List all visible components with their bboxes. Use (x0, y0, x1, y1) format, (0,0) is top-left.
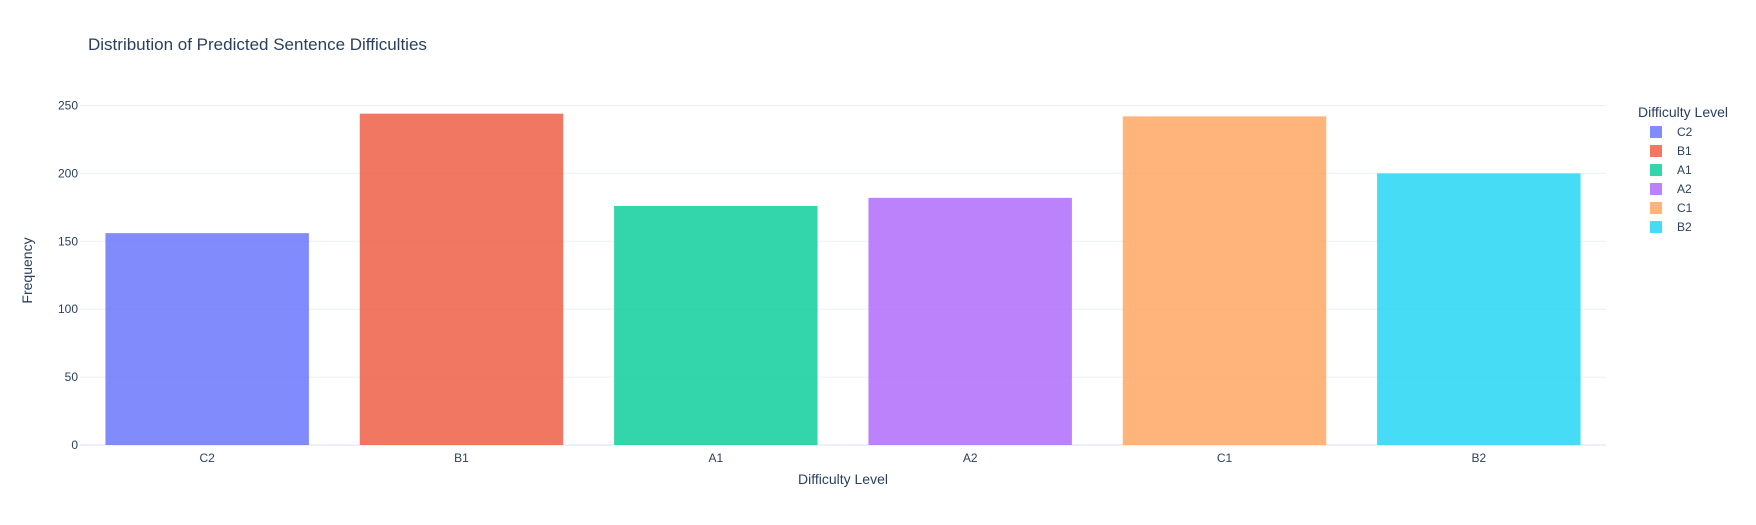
bar-a1[interactable] (614, 205, 818, 445)
x-tick-label: A1 (708, 451, 723, 465)
y-tick-label: 200 (58, 166, 78, 180)
legend-item-b1[interactable]: B1 (1677, 144, 1692, 158)
legend-title: Difficulty Level (1638, 104, 1728, 120)
bar-c1[interactable] (1122, 116, 1327, 445)
legend-swatch (1650, 221, 1662, 233)
bar-c2[interactable] (105, 233, 309, 445)
x-tick-label: C2 (199, 451, 215, 465)
legend-item-a1[interactable]: A1 (1677, 163, 1692, 177)
legend-swatch (1650, 183, 1662, 195)
y-tick-label: 250 (58, 99, 78, 113)
bar-b1[interactable] (359, 113, 564, 446)
bars-group (105, 113, 1581, 446)
y-axis-ticks: 0 50 100 150 200 250 (58, 99, 78, 452)
legend-swatch (1650, 164, 1662, 176)
legend-swatch (1650, 145, 1662, 157)
y-gridlines (80, 105, 1606, 446)
x-tick-label: A2 (963, 451, 978, 465)
y-axis-title: Frequency (19, 237, 35, 303)
x-tick-label: C1 (1217, 451, 1233, 465)
legend-item-c1[interactable]: C1 (1677, 201, 1693, 215)
legend-item-b2[interactable]: B2 (1677, 220, 1692, 234)
x-axis-ticks: C2 B1 A1 A2 C1 B2 (199, 451, 1486, 465)
legend-item-c2[interactable]: C2 (1677, 125, 1693, 139)
bar-a2[interactable] (868, 197, 1072, 445)
legend-item-a2[interactable]: A2 (1677, 182, 1692, 196)
y-tick-label: 0 (71, 438, 78, 452)
chart-title: Distribution of Predicted Sentence Diffi… (88, 35, 427, 54)
bar-b2[interactable] (1377, 173, 1581, 445)
legend: Difficulty Level C2 B1 A1 A2 C1 B2 (1638, 104, 1728, 234)
legend-swatch (1650, 202, 1662, 214)
y-tick-label: 150 (58, 234, 78, 248)
x-tick-label: B1 (454, 451, 469, 465)
legend-swatch (1650, 126, 1662, 138)
x-tick-label: B2 (1471, 451, 1486, 465)
y-tick-label: 50 (65, 370, 79, 384)
y-tick-label: 100 (58, 302, 78, 316)
x-axis-title: Difficulty Level (798, 471, 888, 487)
